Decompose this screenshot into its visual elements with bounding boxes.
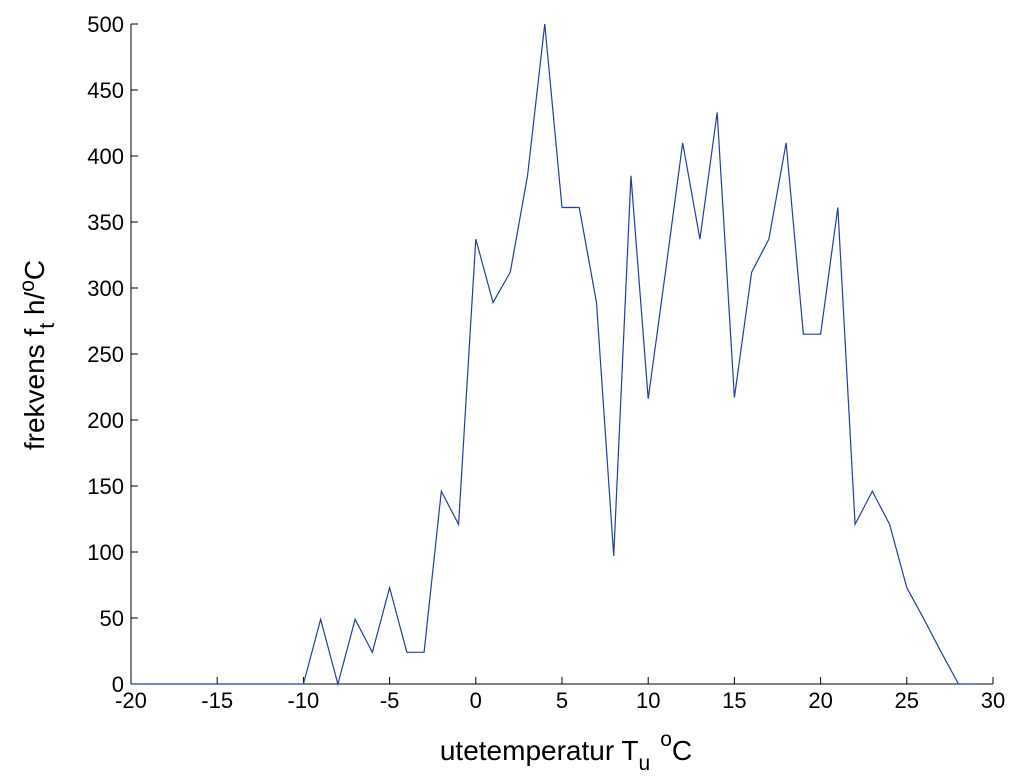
y-tick-label: 250 [87,342,124,367]
x-axis-title: utetemperatur TuoC [440,728,692,775]
y-tick-label: 300 [87,276,124,301]
series-line [131,23,976,687]
x-tick-label: 15 [722,688,746,713]
y-tick-label: 400 [87,144,124,169]
x-tick-label: 20 [808,688,832,713]
y-tick-label: 0 [112,672,124,697]
y-tick-label: 150 [87,474,124,499]
y-axis-title-unit: C [19,260,50,280]
x-tick-label: 25 [895,688,919,713]
y-axis-title: frekvens ft h/oC [16,260,59,450]
y-tick-label: 200 [87,408,124,433]
x-tick-label: -15 [201,688,233,713]
y-axis-title-middle: h/ [19,292,50,323]
y-tick-label: 500 [87,12,124,37]
x-axis-title-subscript: u [639,752,651,775]
x-tick-label: -10 [288,688,320,713]
y-tick-label: 100 [87,540,124,565]
y-axis-title-main: frekvens f [19,329,50,451]
x-tick-label: -5 [380,688,400,713]
y-axis-title-superscript: o [16,280,39,292]
y-tick-label: 350 [87,210,124,235]
y-tick-label: 450 [87,78,124,103]
plot-area: -20 -15 -10 -5 0 5 10 15 20 25 3005010015020025030… [87,12,1005,713]
x-tick-label: 5 [556,688,568,713]
x-tick-label: 10 [636,688,660,713]
y-tick-label: 50 [100,606,124,631]
x-tick-label: 30 [981,688,1005,713]
x-axis-title-main: utetemperatur T [440,735,639,766]
x-axis-title-superscript: o [660,728,672,751]
x-tick-label: 0 [470,688,482,713]
y-axis-title-subscript: t [36,323,59,329]
x-tick-label: -20 [115,688,147,713]
x-axis-title-unit: C [672,735,692,766]
